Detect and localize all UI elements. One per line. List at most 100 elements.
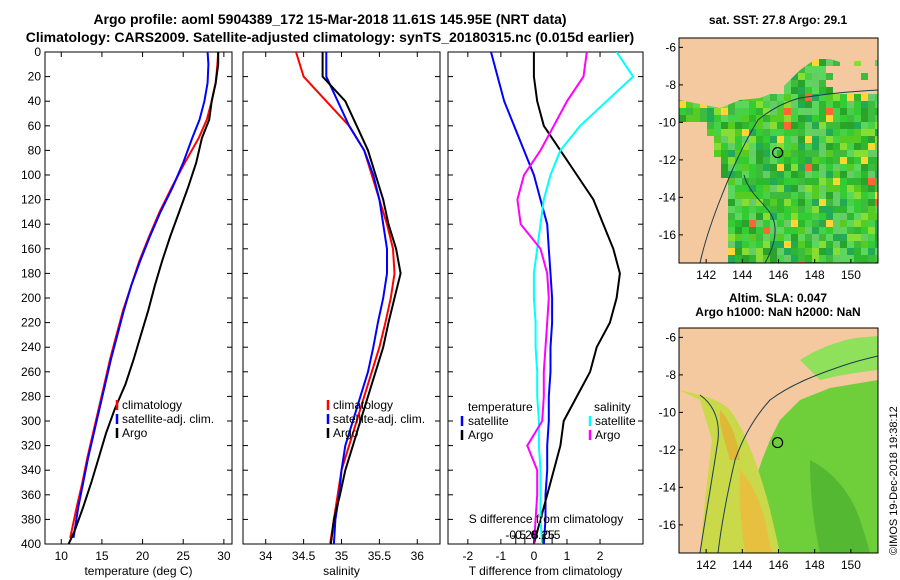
- sst-pixel: [784, 129, 791, 136]
- sla-map-lat-tick-label: -6: [665, 330, 676, 344]
- sst-pixel: [784, 220, 791, 227]
- sst-pixel: [840, 220, 847, 227]
- sst-pixel: [700, 115, 707, 122]
- sst-pixel: [875, 143, 878, 150]
- sst-pixel: [770, 94, 777, 101]
- sst-pixel: [847, 199, 854, 206]
- sst-pixel: [756, 178, 763, 185]
- sst-pixel: [819, 94, 826, 101]
- sst-pixel: [791, 192, 798, 199]
- sst-pixel: [833, 59, 840, 66]
- sst-pixel: [721, 164, 728, 171]
- sst-pixel: [854, 206, 861, 213]
- sst-pixel: [868, 185, 875, 192]
- sst-pixel: [868, 101, 875, 108]
- difference-series-salinity-satellite: [532, 52, 635, 544]
- sst-pixel: [735, 143, 742, 150]
- sst-pixel: [777, 213, 784, 220]
- difference-panel: -2 -1 0 1 2T difference from climatology temp…: [447, 51, 644, 578]
- sst-pixel: [728, 150, 735, 157]
- sst-pixel: [833, 122, 840, 129]
- depth-tick-label: 200: [21, 291, 41, 305]
- sst-pixel: [826, 101, 833, 108]
- sst-pixel: [840, 185, 847, 192]
- sst-pixel: [847, 192, 854, 199]
- sst-pixel: [826, 129, 833, 136]
- sst-pixel: [756, 136, 763, 143]
- sst-pixel: [875, 59, 878, 66]
- sst-pixel: [805, 164, 812, 171]
- sst-pixel: [798, 129, 805, 136]
- temperature-panel: 0 20 40 60 80 100 120 140 160 180 200 220 240 260 280 3…: [21, 45, 233, 578]
- sst-pixel: [875, 255, 878, 262]
- sst-pixel: [777, 171, 784, 178]
- sst-map: sat. SST: 27.8 Argo: 29.1 142 144 146 148 15…: [659, 13, 879, 282]
- sst-pixel: [777, 164, 784, 171]
- temperature-x-tick-label: 10: [55, 549, 69, 563]
- sst-pixel: [728, 185, 735, 192]
- depth-tick-label: 320: [21, 439, 41, 453]
- sst-pixel: [777, 94, 784, 101]
- sst-pixel: [728, 129, 735, 136]
- sst-pixel: [686, 108, 693, 115]
- sst-pixel: [784, 248, 791, 255]
- sst-pixel: [861, 73, 868, 80]
- sst-pixel: [805, 122, 812, 129]
- sst-pixel: [819, 220, 826, 227]
- sst-pixel: [875, 150, 878, 157]
- sst-pixel: [763, 241, 770, 248]
- difference-secondary-axis-label: S difference from climatology: [469, 512, 624, 526]
- sst-pixel: [861, 213, 868, 220]
- sst-pixel: [770, 101, 777, 108]
- sst-pixel: [812, 178, 819, 185]
- sst-pixel: [728, 234, 735, 241]
- sst-pixel: [812, 143, 819, 150]
- sst-pixel: [770, 255, 777, 262]
- sst-pixel: [812, 80, 819, 87]
- sst-pixel: [791, 248, 798, 255]
- salinity-legend-label: Argo: [333, 426, 359, 440]
- sla-map-lat-tick-label: -8: [665, 368, 676, 382]
- sst-pixel: [798, 241, 805, 248]
- sst-pixel: [784, 213, 791, 220]
- depth-tick-label: 240: [21, 340, 41, 354]
- sst-pixel: [749, 108, 756, 115]
- sst-pixel: [854, 213, 861, 220]
- sst-pixel: [826, 178, 833, 185]
- sst-pixel: [812, 164, 819, 171]
- sst-pixel: [819, 248, 826, 255]
- sst-pixel: [875, 108, 878, 115]
- sst-pixel: [791, 108, 798, 115]
- sst-pixel: [742, 108, 749, 115]
- sst-pixel: [735, 129, 742, 136]
- sla-map-lon-tick-label: 148: [805, 558, 825, 572]
- sst-pixel: [763, 234, 770, 241]
- depth-tick-label: 220: [21, 316, 41, 330]
- sst-pixel: [770, 227, 777, 234]
- sst-map-lon-tick-label: 148: [805, 268, 825, 282]
- sst-pixel: [763, 248, 770, 255]
- sst-pixel: [707, 122, 714, 129]
- difference-series-group: [490, 52, 635, 544]
- sst-pixel: [819, 143, 826, 150]
- sst-pixel: [693, 108, 700, 115]
- sst-pixel: [805, 255, 812, 262]
- difference-legend-label-left: satellite: [468, 414, 509, 428]
- salinity-legend-label: satellite-adj. clim.: [333, 412, 425, 426]
- temperature-x-axis-label: temperature (deg C): [84, 564, 192, 578]
- sst-pixel: [721, 108, 728, 115]
- sst-pixel: [854, 185, 861, 192]
- sst-pixel: [770, 108, 777, 115]
- sst-pixel: [868, 122, 875, 129]
- sst-pixel: [728, 192, 735, 199]
- sst-pixel: [714, 122, 721, 129]
- sst-pixel: [756, 227, 763, 234]
- salinity-legend-label: climatology: [333, 398, 393, 412]
- sst-pixel: [777, 115, 784, 122]
- sst-pixel: [784, 227, 791, 234]
- sla-map-lon-tick-label: 146: [768, 558, 788, 572]
- sst-pixel: [784, 122, 791, 129]
- sla-map-lon-tick-label: 142: [696, 558, 716, 572]
- sst-pixel: [840, 115, 847, 122]
- sla-map-shelf-contour: [717, 355, 878, 553]
